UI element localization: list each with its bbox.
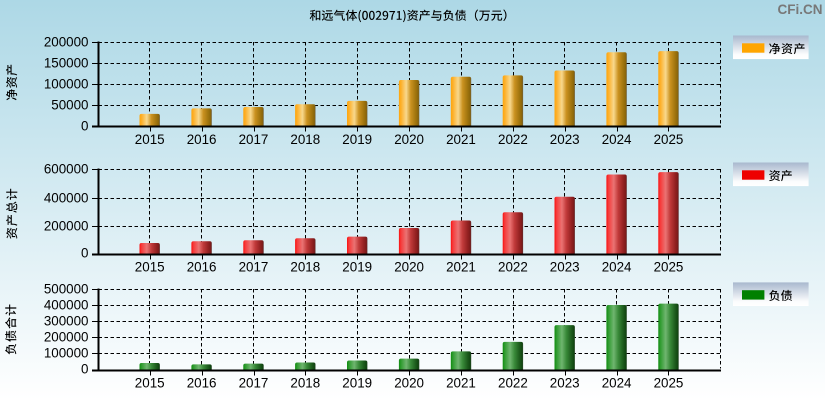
- svg-text:400000: 400000: [44, 191, 89, 206]
- svg-text:2019: 2019: [342, 375, 372, 390]
- svg-text:2024: 2024: [602, 259, 632, 274]
- svg-text:50000: 50000: [51, 98, 88, 113]
- svg-text:500000: 500000: [44, 282, 89, 297]
- svg-text:2016: 2016: [187, 259, 217, 274]
- svg-text:2023: 2023: [550, 375, 580, 390]
- svg-text:100000: 100000: [44, 346, 89, 361]
- svg-text:2023: 2023: [550, 132, 580, 147]
- svg-text:0: 0: [81, 246, 88, 261]
- svg-text:400000: 400000: [44, 298, 89, 313]
- svg-text:CFi.CN: CFi.CN: [778, 2, 823, 17]
- svg-text:2020: 2020: [394, 259, 424, 274]
- svg-text:2017: 2017: [239, 375, 269, 390]
- svg-text:2016: 2016: [187, 132, 217, 147]
- svg-text:2022: 2022: [498, 375, 528, 390]
- svg-text:2018: 2018: [290, 259, 320, 274]
- svg-text:100000: 100000: [44, 77, 89, 92]
- svg-text:2024: 2024: [602, 375, 632, 390]
- svg-text:2025: 2025: [654, 375, 684, 390]
- svg-text:2024: 2024: [602, 132, 632, 147]
- svg-text:2025: 2025: [654, 259, 684, 274]
- svg-text:2021: 2021: [446, 375, 476, 390]
- svg-text:2021: 2021: [446, 259, 476, 274]
- svg-text:2015: 2015: [135, 375, 165, 390]
- svg-text:200000: 200000: [44, 219, 89, 234]
- svg-text:2016: 2016: [187, 375, 217, 390]
- svg-text:2015: 2015: [135, 259, 165, 274]
- svg-text:2025: 2025: [654, 132, 684, 147]
- svg-text:2020: 2020: [394, 375, 424, 390]
- svg-text:2022: 2022: [498, 132, 528, 147]
- svg-text:200000: 200000: [44, 330, 89, 345]
- svg-text:2023: 2023: [550, 259, 580, 274]
- svg-text:2019: 2019: [342, 259, 372, 274]
- svg-text:2022: 2022: [498, 259, 528, 274]
- svg-text:2020: 2020: [394, 132, 424, 147]
- svg-text:2015: 2015: [135, 132, 165, 147]
- svg-text:2017: 2017: [239, 132, 269, 147]
- svg-text:300000: 300000: [44, 314, 89, 329]
- svg-text:0: 0: [81, 119, 88, 134]
- svg-text:2018: 2018: [290, 132, 320, 147]
- svg-text:2017: 2017: [239, 259, 269, 274]
- svg-text:200000: 200000: [44, 35, 89, 50]
- svg-text:0: 0: [81, 362, 88, 377]
- svg-text:600000: 600000: [44, 162, 89, 177]
- svg-text:150000: 150000: [44, 56, 89, 71]
- svg-text:2018: 2018: [290, 375, 320, 390]
- svg-text:2021: 2021: [446, 132, 476, 147]
- svg-text:2019: 2019: [342, 132, 372, 147]
